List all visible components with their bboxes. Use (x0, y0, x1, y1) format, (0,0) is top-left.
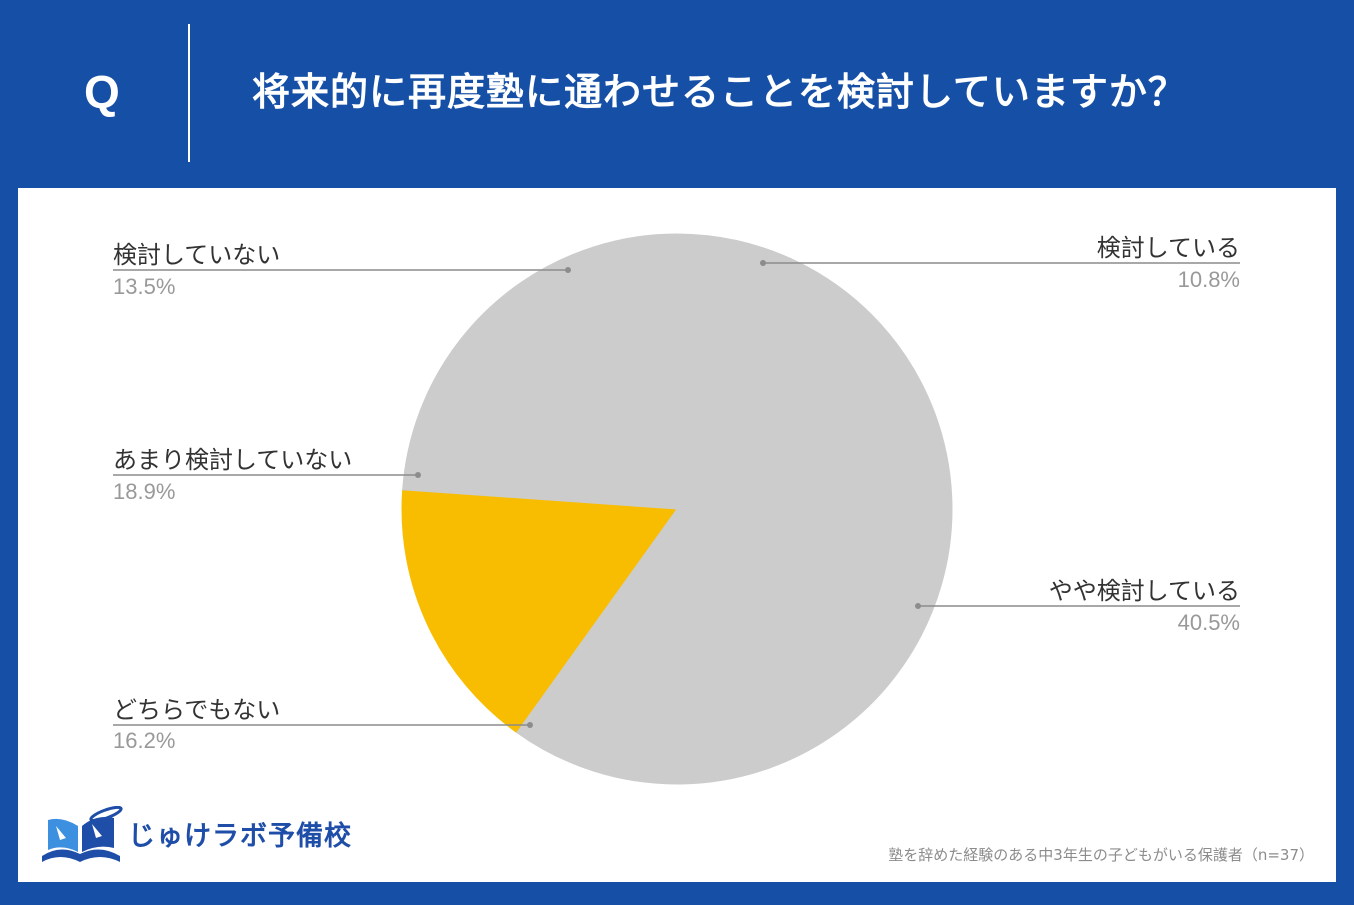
pie-labels: どちらでもない 16.2% やや検討している 40.5% 検討している 10.8% 検討して… (113, 234, 1240, 753)
slice-value-label: 40.5% (1178, 610, 1240, 635)
leader-dot (565, 267, 571, 273)
leader-dot (760, 260, 766, 266)
slice-value-label: 10.8% (1178, 267, 1240, 292)
logo-text: じゅけラボ予備校 (128, 821, 352, 852)
logo: じゅけラボ予備校 (36, 806, 356, 870)
pie-slices (401, 233, 953, 785)
slice-label: 検討している (1097, 234, 1240, 262)
pie-slice (516, 412, 953, 785)
logo-book-icon (42, 806, 123, 862)
leader-dot (915, 603, 921, 609)
question-title: 将来的に再度塾に通わせることを検討していますか？ (252, 70, 1187, 114)
slice-value-label: 13.5% (113, 274, 175, 299)
header: Q 将来的に再度塾に通わせることを検討していますか？ (0, 0, 1354, 188)
slice-value-label: 16.2% (113, 728, 175, 753)
leader-dot (415, 472, 421, 478)
header-divider (188, 24, 190, 162)
pie-slice (402, 246, 678, 510)
leader-dot (527, 722, 533, 728)
pie-slice (675, 271, 936, 510)
q-label: Q (84, 66, 120, 118)
slice-label: 検討していない (113, 241, 280, 269)
slice-label: あまり検討していない (113, 446, 352, 474)
slice-value-label: 18.9% (113, 479, 175, 504)
slice-label: どちらでもない (113, 696, 280, 724)
footnote: 塾を辞めた経験のある中3年生の子どもがいる保護者（n=37） (888, 846, 1314, 864)
slice-label: やや検討している (1049, 577, 1240, 605)
pie-slice (401, 489, 678, 734)
